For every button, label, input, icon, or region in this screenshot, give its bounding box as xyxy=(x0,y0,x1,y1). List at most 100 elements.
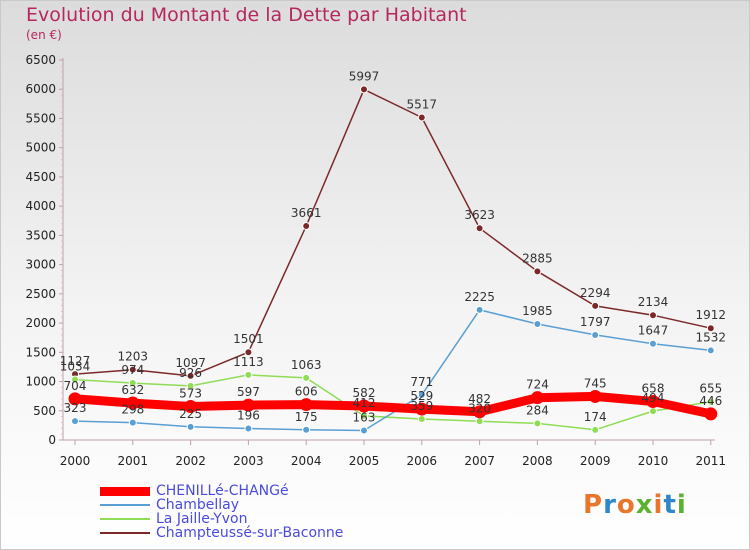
data-point xyxy=(706,324,715,333)
data-label: 298 xyxy=(121,403,144,417)
data-point xyxy=(646,395,660,409)
y-tick-label: 2000 xyxy=(25,316,56,330)
data-point xyxy=(706,346,715,355)
logo-letter: o xyxy=(616,490,636,520)
data-point xyxy=(415,402,429,416)
data-label: 926 xyxy=(179,366,202,380)
data-label: 5997 xyxy=(349,69,380,83)
x-tick-label: 2010 xyxy=(638,454,669,468)
data-label: 196 xyxy=(237,409,260,423)
data-label: 359 xyxy=(410,399,433,413)
legend-item: CHENILLé-CHANGé xyxy=(100,484,343,498)
data-label: 284 xyxy=(526,403,549,417)
data-label: 745 xyxy=(584,376,607,390)
y-tick-label: 0 xyxy=(48,433,56,447)
data-point xyxy=(186,422,195,431)
data-label: 1097 xyxy=(175,356,206,370)
data-point xyxy=(244,424,253,433)
data-label: 1912 xyxy=(696,308,727,322)
data-point xyxy=(533,319,542,328)
data-label: 1647 xyxy=(638,324,669,338)
data-point xyxy=(475,417,484,426)
data-label: 3623 xyxy=(464,208,495,222)
legend-item: Chambellay xyxy=(100,498,343,512)
data-point xyxy=(530,391,544,405)
y-tick-label: 4500 xyxy=(25,170,56,184)
data-label: 632 xyxy=(121,383,144,397)
legend-item: La Jaille-Yvon xyxy=(100,512,343,526)
series-line xyxy=(70,391,716,419)
data-label: 320 xyxy=(468,401,491,415)
x-tick-label: 2006 xyxy=(407,454,438,468)
legend-label: CHENILLé-CHANGé xyxy=(156,483,289,499)
y-tick-label: 2500 xyxy=(25,287,56,301)
data-point xyxy=(299,398,313,412)
data-point xyxy=(588,389,602,403)
chart-unit: (en €) xyxy=(26,28,62,42)
data-point xyxy=(417,113,426,122)
data-point xyxy=(533,267,542,276)
data-point xyxy=(417,415,426,424)
data-label: 597 xyxy=(237,385,260,399)
line-chart: 0 500 1000 1500 2000 2500 3000 3500 4000 4500 5000… xyxy=(25,53,727,468)
legend: CHENILLé-CHANGé Chambellay La Jaille-Yvo… xyxy=(100,484,343,540)
y-tick-label: 4000 xyxy=(25,199,56,213)
data-point xyxy=(128,365,137,374)
data-label: 446 xyxy=(699,394,722,408)
data-label: 5517 xyxy=(407,97,438,111)
chart-title: Evolution du Montant de la Dette par Hab… xyxy=(26,4,467,26)
data-label: 163 xyxy=(353,410,376,424)
legend-item: Champteussé-sur-Baconne xyxy=(100,526,343,540)
data-label: 1501 xyxy=(233,332,264,346)
data-label: 2294 xyxy=(580,286,611,300)
data-point xyxy=(649,339,657,348)
y-tick-label: 500 xyxy=(33,404,56,418)
data-point xyxy=(357,399,371,413)
data-label: 1532 xyxy=(696,330,727,344)
data-label: 323 xyxy=(64,401,87,415)
data-point xyxy=(126,396,140,410)
data-point xyxy=(475,224,484,233)
legend-swatch xyxy=(100,504,150,506)
legend-swatch xyxy=(100,486,150,496)
data-point xyxy=(71,375,79,384)
data-label: 1113 xyxy=(233,355,264,369)
data-point xyxy=(128,418,137,427)
x-tick-label: 2011 xyxy=(696,454,727,468)
x-tick-label: 2005 xyxy=(349,454,380,468)
legend-label: La Jaille-Yvon xyxy=(156,511,248,527)
logo-letter: t xyxy=(663,490,677,520)
data-label: 174 xyxy=(584,410,607,424)
logo-letter: x xyxy=(635,490,654,520)
proxiti-logo: Proxiti xyxy=(583,490,687,520)
data-label: 3661 xyxy=(291,206,322,220)
y-tick-label: 1500 xyxy=(25,345,56,359)
data-label: 1127 xyxy=(60,354,91,368)
y-tick-label: 3000 xyxy=(25,258,56,272)
data-point xyxy=(302,425,311,434)
y-tick-label: 5000 xyxy=(25,141,56,155)
series-line xyxy=(74,88,712,377)
data-point xyxy=(533,419,542,428)
legend-label: Chambellay xyxy=(156,497,240,513)
data-point xyxy=(244,370,253,379)
data-point xyxy=(473,405,487,419)
data-point xyxy=(704,407,718,421)
data-label: 2885 xyxy=(522,251,553,265)
data-label: 606 xyxy=(295,385,318,399)
data-label: 724 xyxy=(526,378,549,392)
y-tick-label: 1000 xyxy=(25,375,56,389)
data-point xyxy=(417,390,426,399)
x-tick-label: 2001 xyxy=(118,454,149,468)
legend-swatch xyxy=(100,518,150,520)
data-label: 225 xyxy=(179,407,202,421)
x-tick-label: 2000 xyxy=(60,454,91,468)
data-point xyxy=(591,301,600,310)
x-tick-label: 2004 xyxy=(291,454,322,468)
data-point xyxy=(591,425,600,434)
data-point xyxy=(184,400,198,414)
data-label: 1063 xyxy=(291,358,322,372)
series-line xyxy=(74,374,712,431)
data-point xyxy=(244,348,253,357)
